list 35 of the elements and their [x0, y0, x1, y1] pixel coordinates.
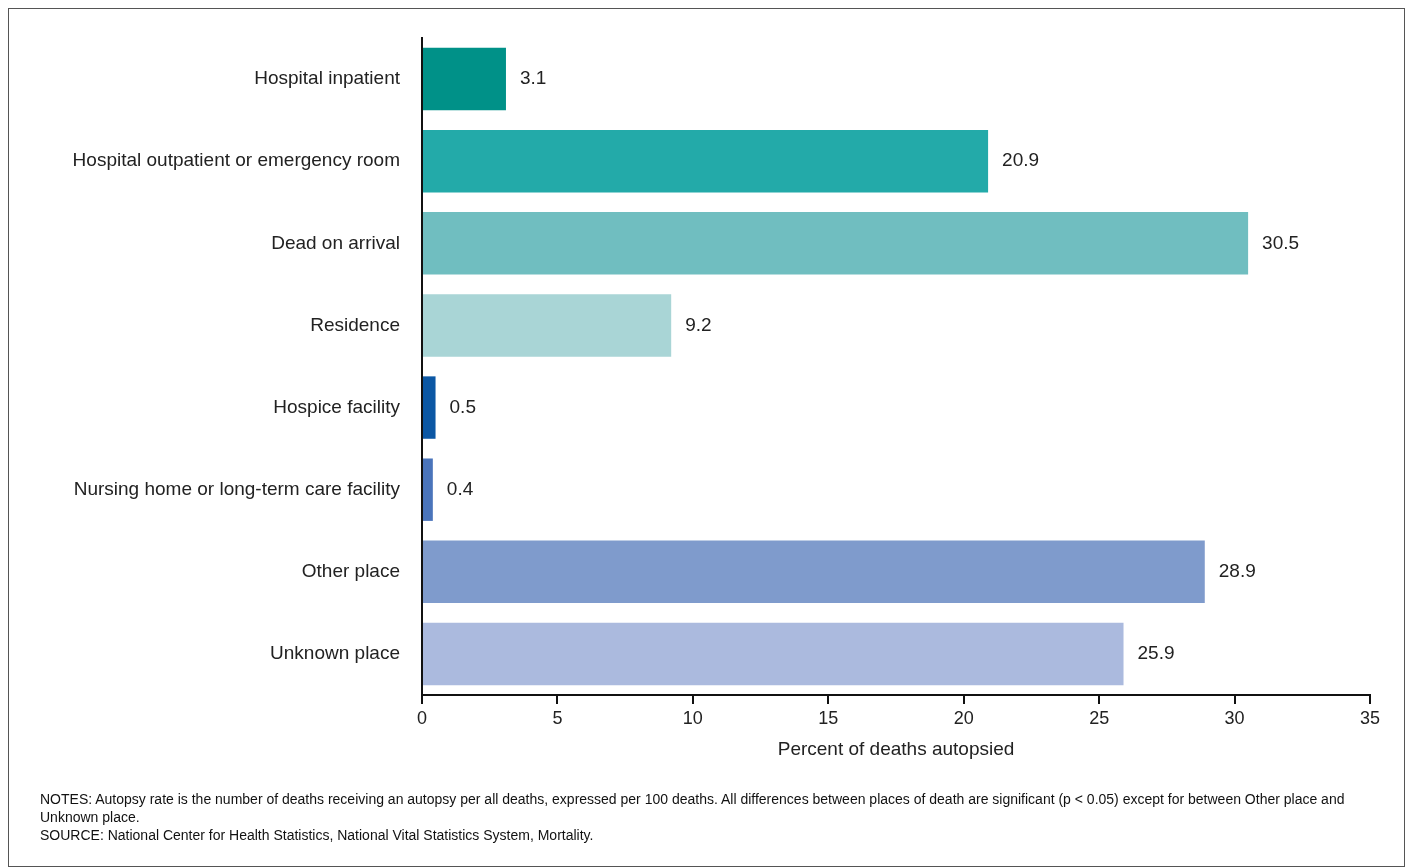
x-tick-label: 10 [682, 707, 703, 728]
y-tick-label: Other place [301, 560, 400, 582]
y-tick-label: Residence [310, 313, 400, 335]
x-tick-label: 0 [416, 707, 428, 728]
text: NOTES: Autopsy rate is the number of deaths receiving an autopsy per all deaths, expressed per 100 deaths. All differences between places of death are significant (p < 0.05) except for between Other place and Unknown place. [40, 790, 1346, 826]
bar [423, 458, 433, 521]
data-label: 9.2 [685, 313, 712, 335]
x-tick-label: 30 [1224, 707, 1245, 728]
data-label: 28.9 [1218, 560, 1256, 582]
x-tick-label: 20 [953, 707, 974, 728]
data-label: 20.9 [1002, 149, 1040, 171]
y-tick-label: Dead on arrival [271, 231, 400, 253]
x-tick-label: 25 [1089, 707, 1110, 728]
data-label: 0.5 [449, 395, 476, 417]
x-tick-label: 35 [1359, 707, 1381, 728]
bar [423, 622, 1124, 686]
x-axis-title: Percent of deaths autopsied [777, 737, 1015, 759]
y-tick-label: Unknown place [270, 642, 400, 664]
x-tick-label: 5 [552, 707, 563, 728]
bar [423, 47, 506, 111]
bar [423, 376, 436, 439]
bar [423, 540, 1205, 604]
data-label: 30.5 [1262, 231, 1300, 253]
bar [423, 129, 989, 193]
y-tick-label: Nursing home or long-term care facility [73, 477, 401, 499]
data-label: 3.1 [519, 67, 547, 89]
y-tick-label: Hospice facility [273, 395, 401, 417]
y-tick-label: Hospital inpatient [254, 67, 401, 89]
data-label: 0.4 [446, 477, 474, 499]
source-note: SOURCE: National Center for Health Statistics, National Vital Statistics System, Mortality. [40, 826, 595, 844]
x-tick-label: 15 [818, 707, 839, 728]
bar [423, 294, 672, 357]
bar [423, 212, 1249, 275]
y-tick-label: Hospital outpatient or emergency room [72, 149, 400, 171]
data-label: 25.9 [1137, 642, 1175, 664]
